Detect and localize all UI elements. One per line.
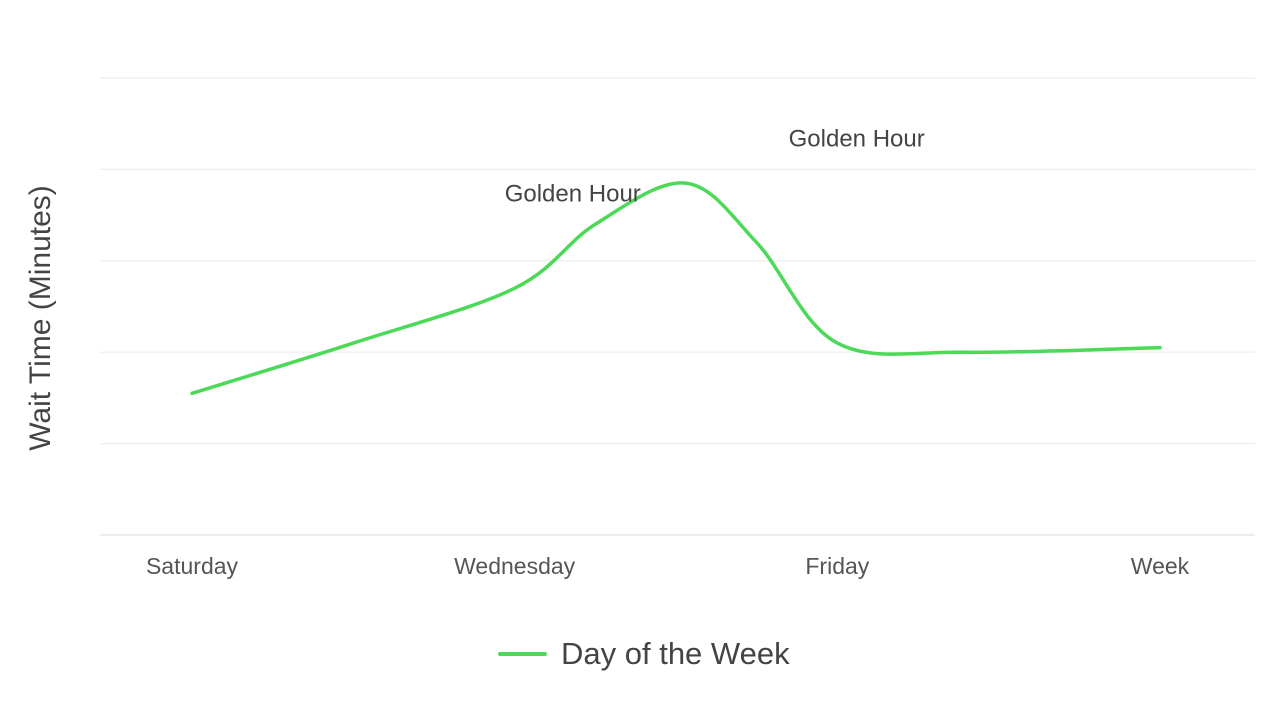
x-tick-label: Wednesday (454, 553, 576, 579)
annotation-label: Golden Hour (505, 180, 641, 207)
annotations: Golden Hour Golden Hour (505, 126, 925, 208)
legend[interactable]: Day of the Week (498, 636, 790, 671)
series-line-0 (190, 181, 1162, 396)
legend-label-day-of-the-week: Day of the Week (561, 636, 790, 671)
plot-area (190, 181, 1162, 396)
annotation-label: Golden Hour (789, 126, 925, 153)
x-tick-label: Week (1131, 553, 1190, 579)
y-axis-title: Wait Time (Minutes) (24, 185, 57, 451)
grid-lines (100, 77, 1255, 536)
x-axis-ticks: Saturday Wednesday Friday Week (146, 553, 1190, 579)
x-tick-label: Saturday (146, 553, 239, 579)
x-tick-label: Friday (805, 553, 869, 579)
